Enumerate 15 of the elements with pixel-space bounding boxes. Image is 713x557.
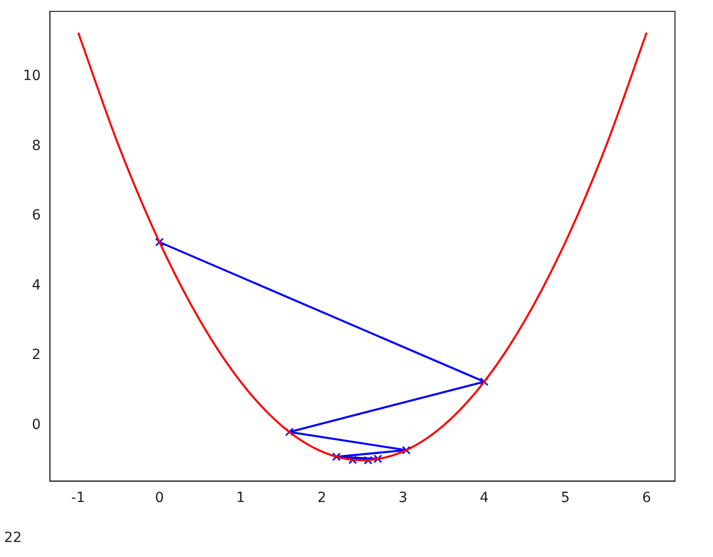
y-tick-label: 0 — [32, 416, 41, 433]
text: 22 — [4, 530, 22, 546]
y-tick-label: 10 — [22, 68, 41, 84]
y-tick-label: 6 — [32, 208, 41, 224]
x-tick-label: 1 — [236, 490, 246, 506]
x-tick-label: 5 — [560, 490, 570, 506]
y-tick-label: 2 — [32, 347, 41, 364]
x-tick-label: 2 — [317, 490, 326, 506]
x-tick-label: 4 — [480, 490, 489, 506]
x-tick-label: 0 — [154, 490, 164, 506]
x-tick-label: -1 — [71, 490, 86, 506]
x-tick-label: 3 — [398, 490, 408, 506]
x-tick-label: 6 — [642, 490, 652, 506]
y-tick-label: 8 — [32, 138, 41, 154]
y-tick-label: 4 — [32, 277, 41, 294]
